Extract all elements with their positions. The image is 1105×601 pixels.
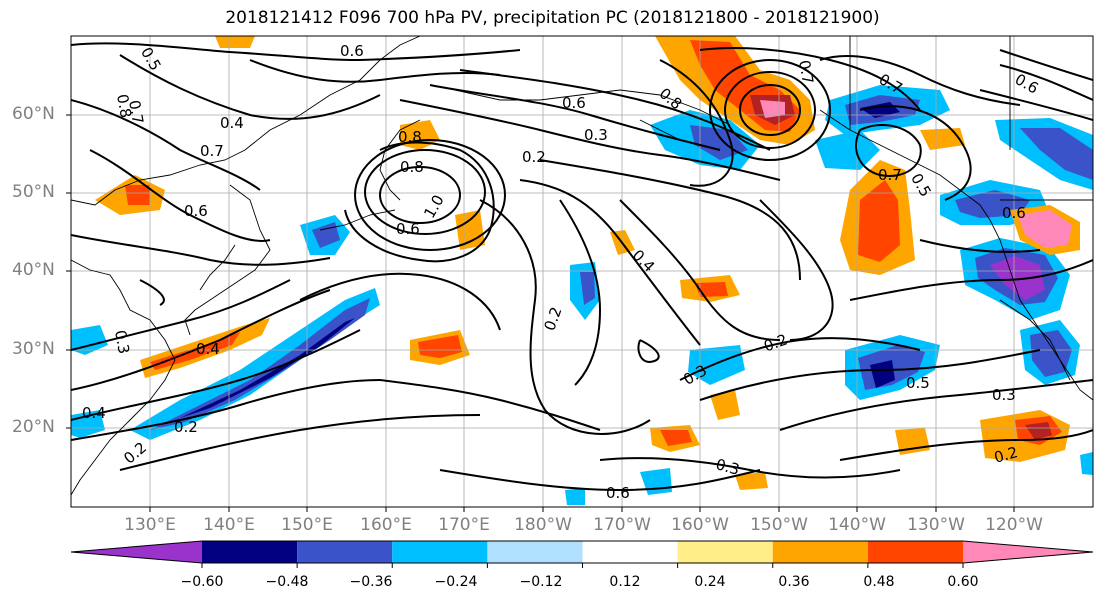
contour-label: 0.3: [714, 455, 742, 479]
contour-label: 0.7: [200, 142, 224, 160]
contour-label: 0.4: [220, 114, 244, 132]
colorbar-tick-label: 0.36: [778, 574, 810, 590]
lon-label: 170°E: [438, 515, 490, 535]
contour-label: 0.7: [125, 99, 147, 126]
lon-label: 150°W: [750, 515, 808, 535]
contour-label: 0.8: [398, 128, 422, 146]
lat-label-50n: 50°N: [12, 182, 55, 202]
lon-label: 130°W: [907, 515, 965, 535]
contour-label: 0.7: [795, 59, 817, 86]
lon-label: 160°W: [671, 515, 729, 535]
lat-label-20n: 20°N: [12, 417, 55, 437]
contour-label: 0.3: [584, 126, 608, 144]
lat-label-60n: 60°N: [12, 104, 55, 124]
lon-label: 150°E: [281, 515, 333, 535]
lon-label: 140°W: [828, 515, 886, 535]
contour-label: 0.7: [878, 166, 902, 184]
colorbar-tick-label: 0.60: [947, 574, 979, 590]
lon-label: 140°E: [203, 515, 255, 535]
colorbar-tick-label: −0.12: [519, 574, 563, 590]
contour-label: 0.4: [82, 404, 106, 422]
coastlines: [71, 36, 1093, 496]
lon-label: 160°E: [360, 515, 412, 535]
contour-label: 0.6: [606, 484, 630, 502]
pv-contours: [71, 42, 1093, 492]
contour-label: 0.8: [113, 93, 135, 120]
map-title: 2018121412 F096 700 hPa PV, precipitatio…: [225, 8, 880, 28]
contour-label: 0.6: [396, 220, 420, 238]
lon-label: 120°W: [985, 515, 1043, 535]
contour-label: 0.6: [184, 202, 208, 220]
contour-label: 0.2: [522, 148, 546, 166]
contour-label: 0.3: [992, 386, 1016, 404]
colorbar-tick-label: −0.36: [349, 574, 393, 590]
contour-label: 0.2: [992, 443, 1020, 467]
contour-label: 0.5: [906, 374, 930, 392]
lon-label: 130°E: [124, 515, 176, 535]
axis-ticks: [66, 114, 1015, 512]
colorbar-tick-label: −0.24: [434, 574, 478, 590]
contour-label: 0.3: [111, 329, 133, 356]
lon-label: 180°W: [514, 515, 572, 535]
colorbar-tick-label: −0.60: [180, 574, 224, 590]
contour-label: 0.2: [174, 418, 198, 436]
lon-label: 170°W: [593, 515, 651, 535]
graticule-grid: [71, 36, 1093, 507]
lat-label-30n: 30°N: [12, 339, 55, 359]
colorbar-tick-label: 0.24: [694, 574, 726, 590]
contour-label: 0.8: [400, 158, 424, 176]
contour-label: 0.6: [340, 42, 364, 60]
contour-label: 0.6: [1002, 204, 1026, 222]
colorbar-tick-label: 0.12: [609, 574, 641, 590]
colorbar-tick-label: 0.48: [863, 574, 895, 590]
contour-label: 0.6: [562, 94, 586, 112]
contour-label: 0.4: [196, 340, 220, 358]
colorbar-tick-label: −0.48: [265, 574, 309, 590]
lat-label-40n: 40°N: [12, 260, 55, 280]
